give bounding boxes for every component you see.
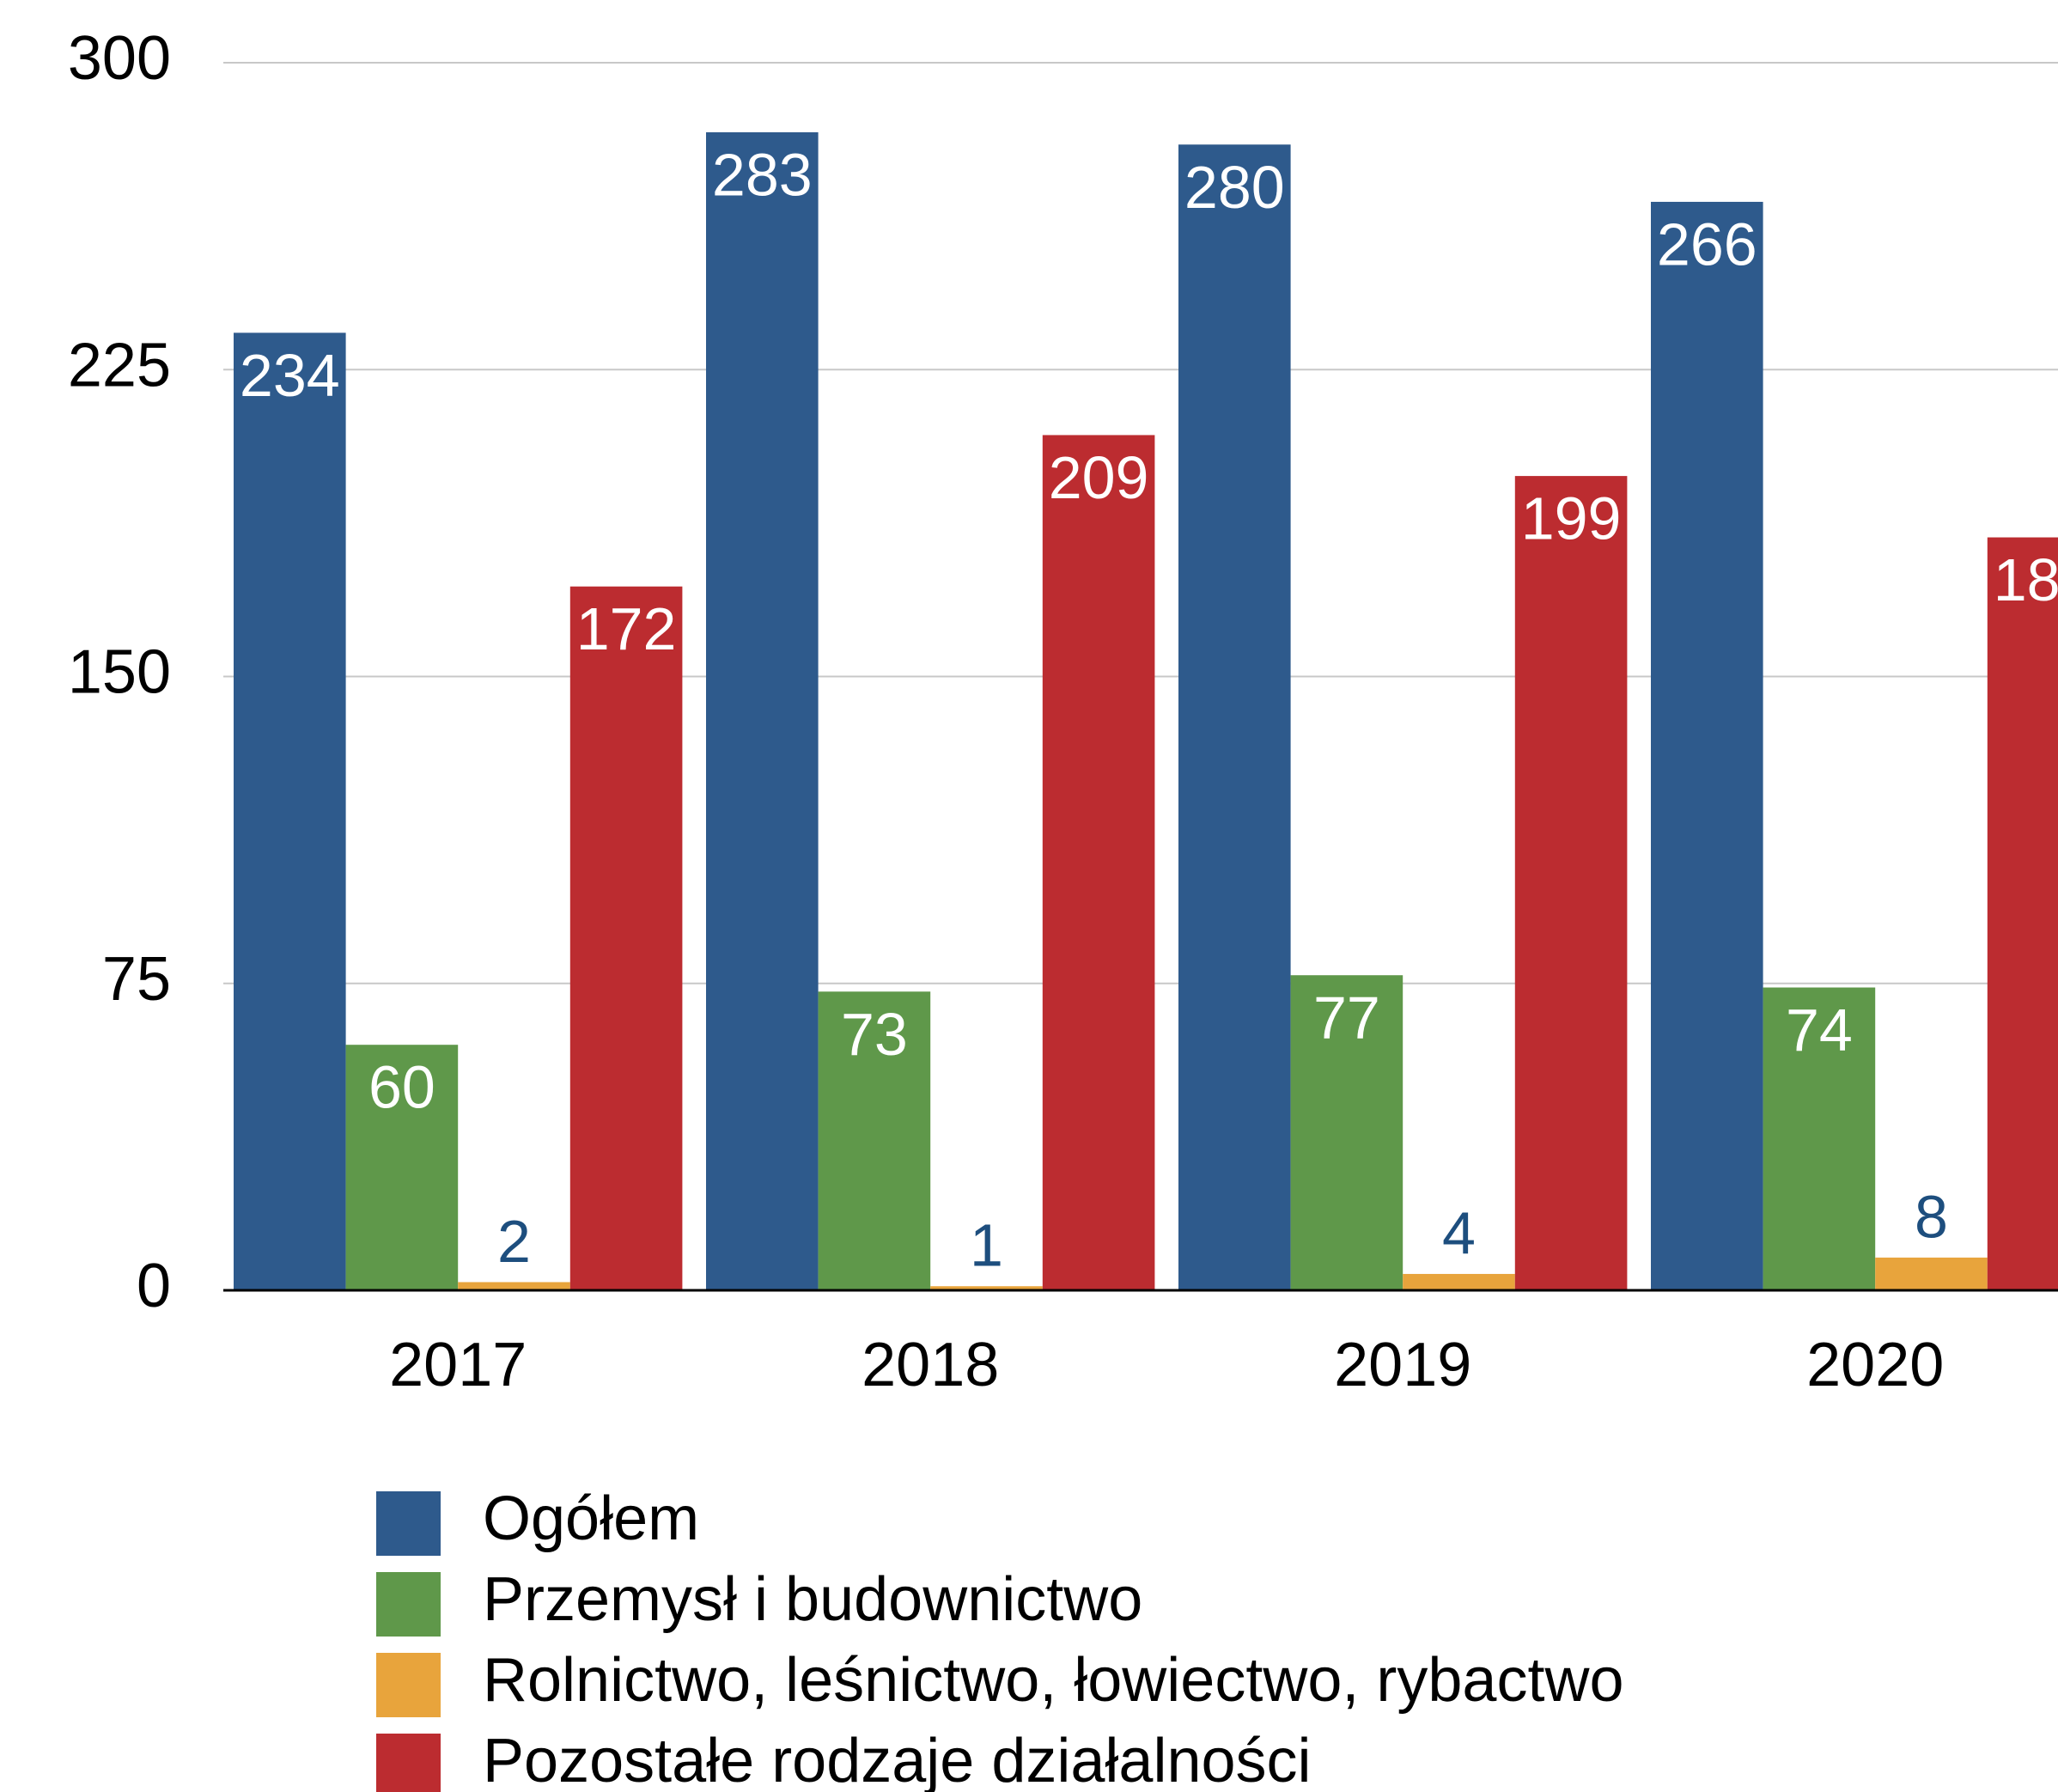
legend-label: Ogółem [483,1484,699,1553]
x-tick-label: 2019 [1334,1331,1471,1399]
legend-label: Pozostałe rodzaje działalności [483,1727,1312,1792]
bar [1987,537,2058,1290]
bar [706,131,819,1290]
data-label: 77 [1313,984,1380,1051]
bar [1651,201,1763,1290]
y-tick-label: 225 [68,331,171,399]
data-label: 8 [1915,1183,1948,1250]
data-label: 74 [1786,997,1853,1064]
y-tick-label: 300 [68,24,171,93]
bar [930,1286,1043,1290]
bar [1875,1257,1988,1290]
bar [1042,435,1155,1290]
legend-swatch [376,1653,441,1717]
data-label: 1 [970,1212,1003,1279]
data-label: 283 [712,141,813,208]
legend-swatch [376,1491,441,1556]
x-tick-label: 2018 [862,1331,999,1399]
data-label: 60 [368,1054,435,1121]
bar [234,332,346,1290]
bar [1403,1273,1515,1290]
bar [818,991,931,1290]
data-label: 73 [841,1001,908,1068]
bar [1514,476,1628,1290]
data-label: 234 [240,342,340,409]
bar [458,1282,570,1290]
legend-swatch [376,1734,441,1792]
legend-swatch [376,1572,441,1637]
data-label: 2 [497,1208,531,1275]
data-label: 280 [1184,154,1285,221]
data-label: 266 [1657,210,1757,277]
bar [569,586,683,1290]
y-tick-label: 0 [137,1252,171,1320]
data-label: 172 [576,595,677,662]
bar [1290,975,1403,1290]
data-label: 199 [1521,485,1622,552]
bar [1763,987,1876,1290]
legend-label: Przemysł i budownictwo [483,1565,1142,1634]
bar [345,1045,459,1290]
legend-label: Rolnictwo, leśnictwo, łowiectwo, rybactw… [483,1646,1623,1715]
y-tick-label: 75 [102,945,171,1014]
x-tick-label: 2017 [389,1331,527,1399]
bar [1178,144,1291,1291]
data-label: 184 [1994,546,2058,613]
x-tick-label: 2020 [1806,1331,1944,1399]
data-label: 209 [1049,444,1149,511]
y-tick-label: 150 [68,638,171,707]
data-label: 4 [1442,1199,1476,1266]
